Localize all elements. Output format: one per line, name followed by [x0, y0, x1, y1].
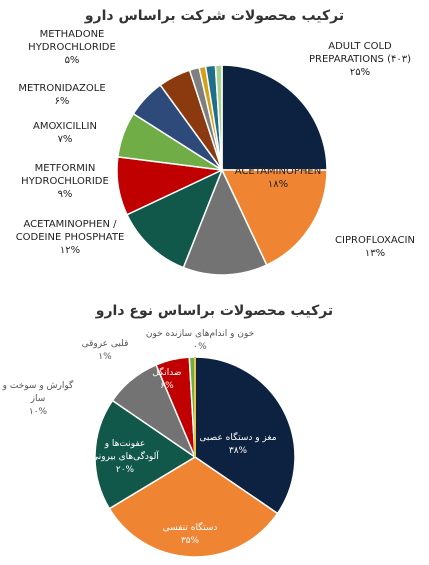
value-label: ۶%	[160, 381, 174, 391]
category-label: CIPROFLOXACIN	[335, 235, 415, 246]
slice-label: ACETAMINOPHEN ۱۸%	[228, 165, 328, 191]
value-label: ۰%	[193, 342, 207, 352]
category-label: عفونت‌ها و آلودگی‌های بیرونی	[91, 439, 159, 462]
chart-title: ترکیب محصولات شرکت براساس دارو	[84, 8, 345, 24]
slice-label: مغز و دستگاه عصبی ۳۸%	[193, 432, 283, 458]
category-label: METHADONE HYDROCHLORIDE	[28, 29, 116, 53]
value-label: ۲۰%	[115, 465, 135, 475]
slice-label: METHADONE HYDROCHLORIDE ۵%	[12, 28, 132, 67]
slice-label: عفونت‌ها و آلودگی‌های بیرونی ۲۰%	[85, 438, 165, 477]
category-label: AMOXICILLIN	[32, 121, 97, 132]
slice-label: قلبی عروقی ۱%	[75, 338, 135, 364]
category-label: ADULT COLD PREPARATIONS (۴۰۳)	[309, 41, 411, 65]
category-label: ضدانگل	[152, 368, 182, 378]
category-label: قلبی عروقی	[81, 339, 129, 349]
category-label: خون و اندام‌های سازنده خون	[145, 329, 255, 339]
pie-slice	[125, 168, 224, 269]
value-label: ۱۸%	[267, 179, 289, 190]
value-label: ۱%	[98, 352, 112, 362]
value-label: ۶%	[54, 96, 70, 107]
slice-label: CIPROFLOXACIN ۱۳%	[325, 234, 425, 260]
value-label: ۳۵%	[180, 536, 200, 546]
value-label: ۷%	[57, 134, 73, 145]
slice-label: گوارش و سوخت و ساز ۱۰%	[0, 380, 78, 419]
value-label: ۱۲%	[59, 245, 81, 256]
pie-slice	[182, 168, 268, 276]
value-label: ۳۸%	[228, 446, 248, 456]
slice-label: METFORMIN HYDROCHLORIDE ۹%	[10, 162, 120, 201]
slice-label: ACETAMINOPHEN / CODEINE PHOSPHATE ۱۲%	[0, 218, 140, 257]
slice-label: METRONIDAZOLE ۶%	[7, 82, 117, 108]
pie-slice	[220, 169, 328, 267]
slice-label: AMOXICILLIN ۷%	[15, 120, 115, 146]
pie-slice	[108, 456, 279, 558]
category-label: مغز و دستگاه عصبی	[199, 433, 277, 443]
pie-slice	[94, 399, 197, 510]
value-label: ۱۰%	[28, 407, 48, 417]
value-label: ۲۵%	[349, 67, 371, 78]
category-label: ACETAMINOPHEN	[234, 166, 322, 177]
slice-label: ADULT COLD PREPARATIONS (۴۰۳) ۲۵%	[300, 40, 420, 79]
slice-label: خون و اندام‌های سازنده خون ۰%	[135, 328, 265, 354]
category-label: METFORMIN HYDROCHLORIDE	[21, 163, 109, 187]
pie-slice	[194, 356, 296, 515]
chart-title: ترکیب محصولات براساس نوع دارو	[95, 303, 334, 319]
slice-label: ضدانگل ۶%	[147, 367, 187, 393]
category-label: گوارش و سوخت و ساز	[2, 381, 74, 404]
slice-label: دستگاه تنفسی ۳۵%	[145, 522, 235, 548]
category-label: METRONIDAZOLE	[18, 83, 106, 94]
value-label: ۹%	[57, 189, 73, 200]
pie-slice	[221, 64, 328, 171]
value-label: ۵%	[64, 55, 80, 66]
value-label: ۱۳%	[364, 248, 386, 259]
pie-slice	[214, 64, 223, 171]
category-label: ACETAMINOPHEN / CODEINE PHOSPHATE	[15, 219, 125, 243]
category-label: دستگاه تنفسی	[162, 523, 218, 533]
